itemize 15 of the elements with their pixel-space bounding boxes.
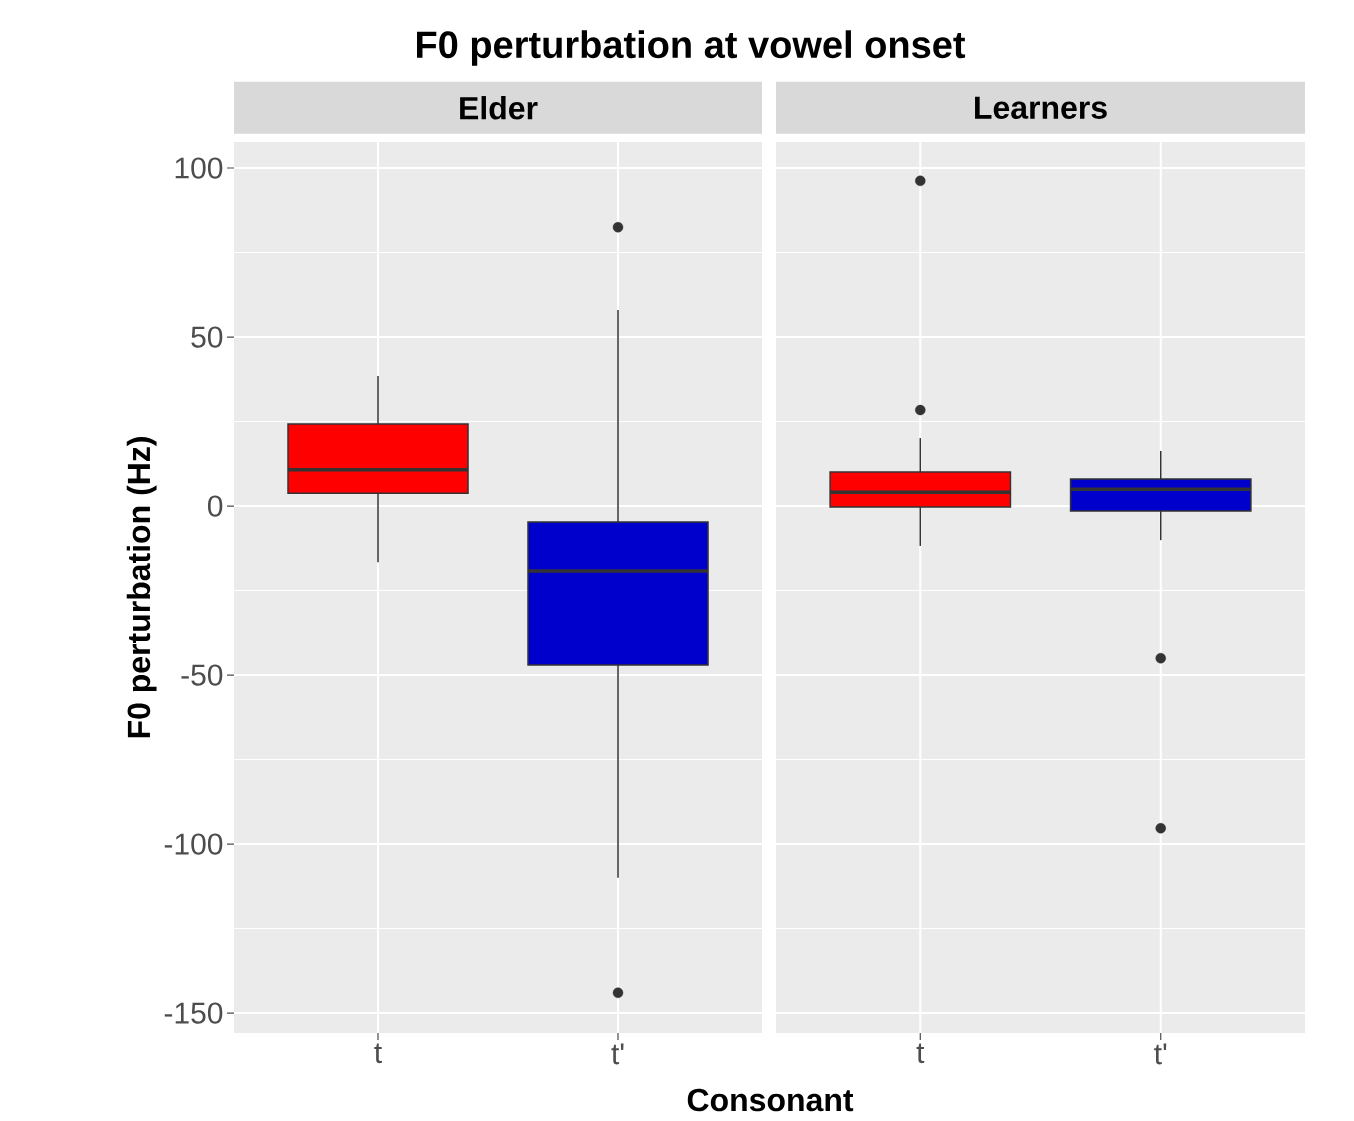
y-axis-title: F0 perturbation (Hz) <box>126 437 157 738</box>
x-axis-title: Consonant <box>687 1088 854 1112</box>
x-tick-label: t' <box>611 1043 624 1065</box>
chart-title: F0 perturbation at vowel onset <box>417 30 966 66</box>
y-tick-label: 50 <box>191 326 223 348</box>
y-tick-label: -150 <box>164 1002 223 1024</box>
x-tick-label: t <box>916 1043 925 1064</box>
y-tick-label: -100 <box>164 833 223 855</box>
x-tick-label: t <box>374 1043 382 1064</box>
y-tick-label: 0 <box>207 495 223 517</box>
y-tick-label: 100 <box>175 157 223 179</box>
chart-subtitle: Elder <box>460 96 538 120</box>
x-tick-label: t' <box>1154 1043 1167 1065</box>
y-tick-label: -50 <box>181 664 223 686</box>
chart-subtitle: Learners <box>975 96 1107 119</box>
